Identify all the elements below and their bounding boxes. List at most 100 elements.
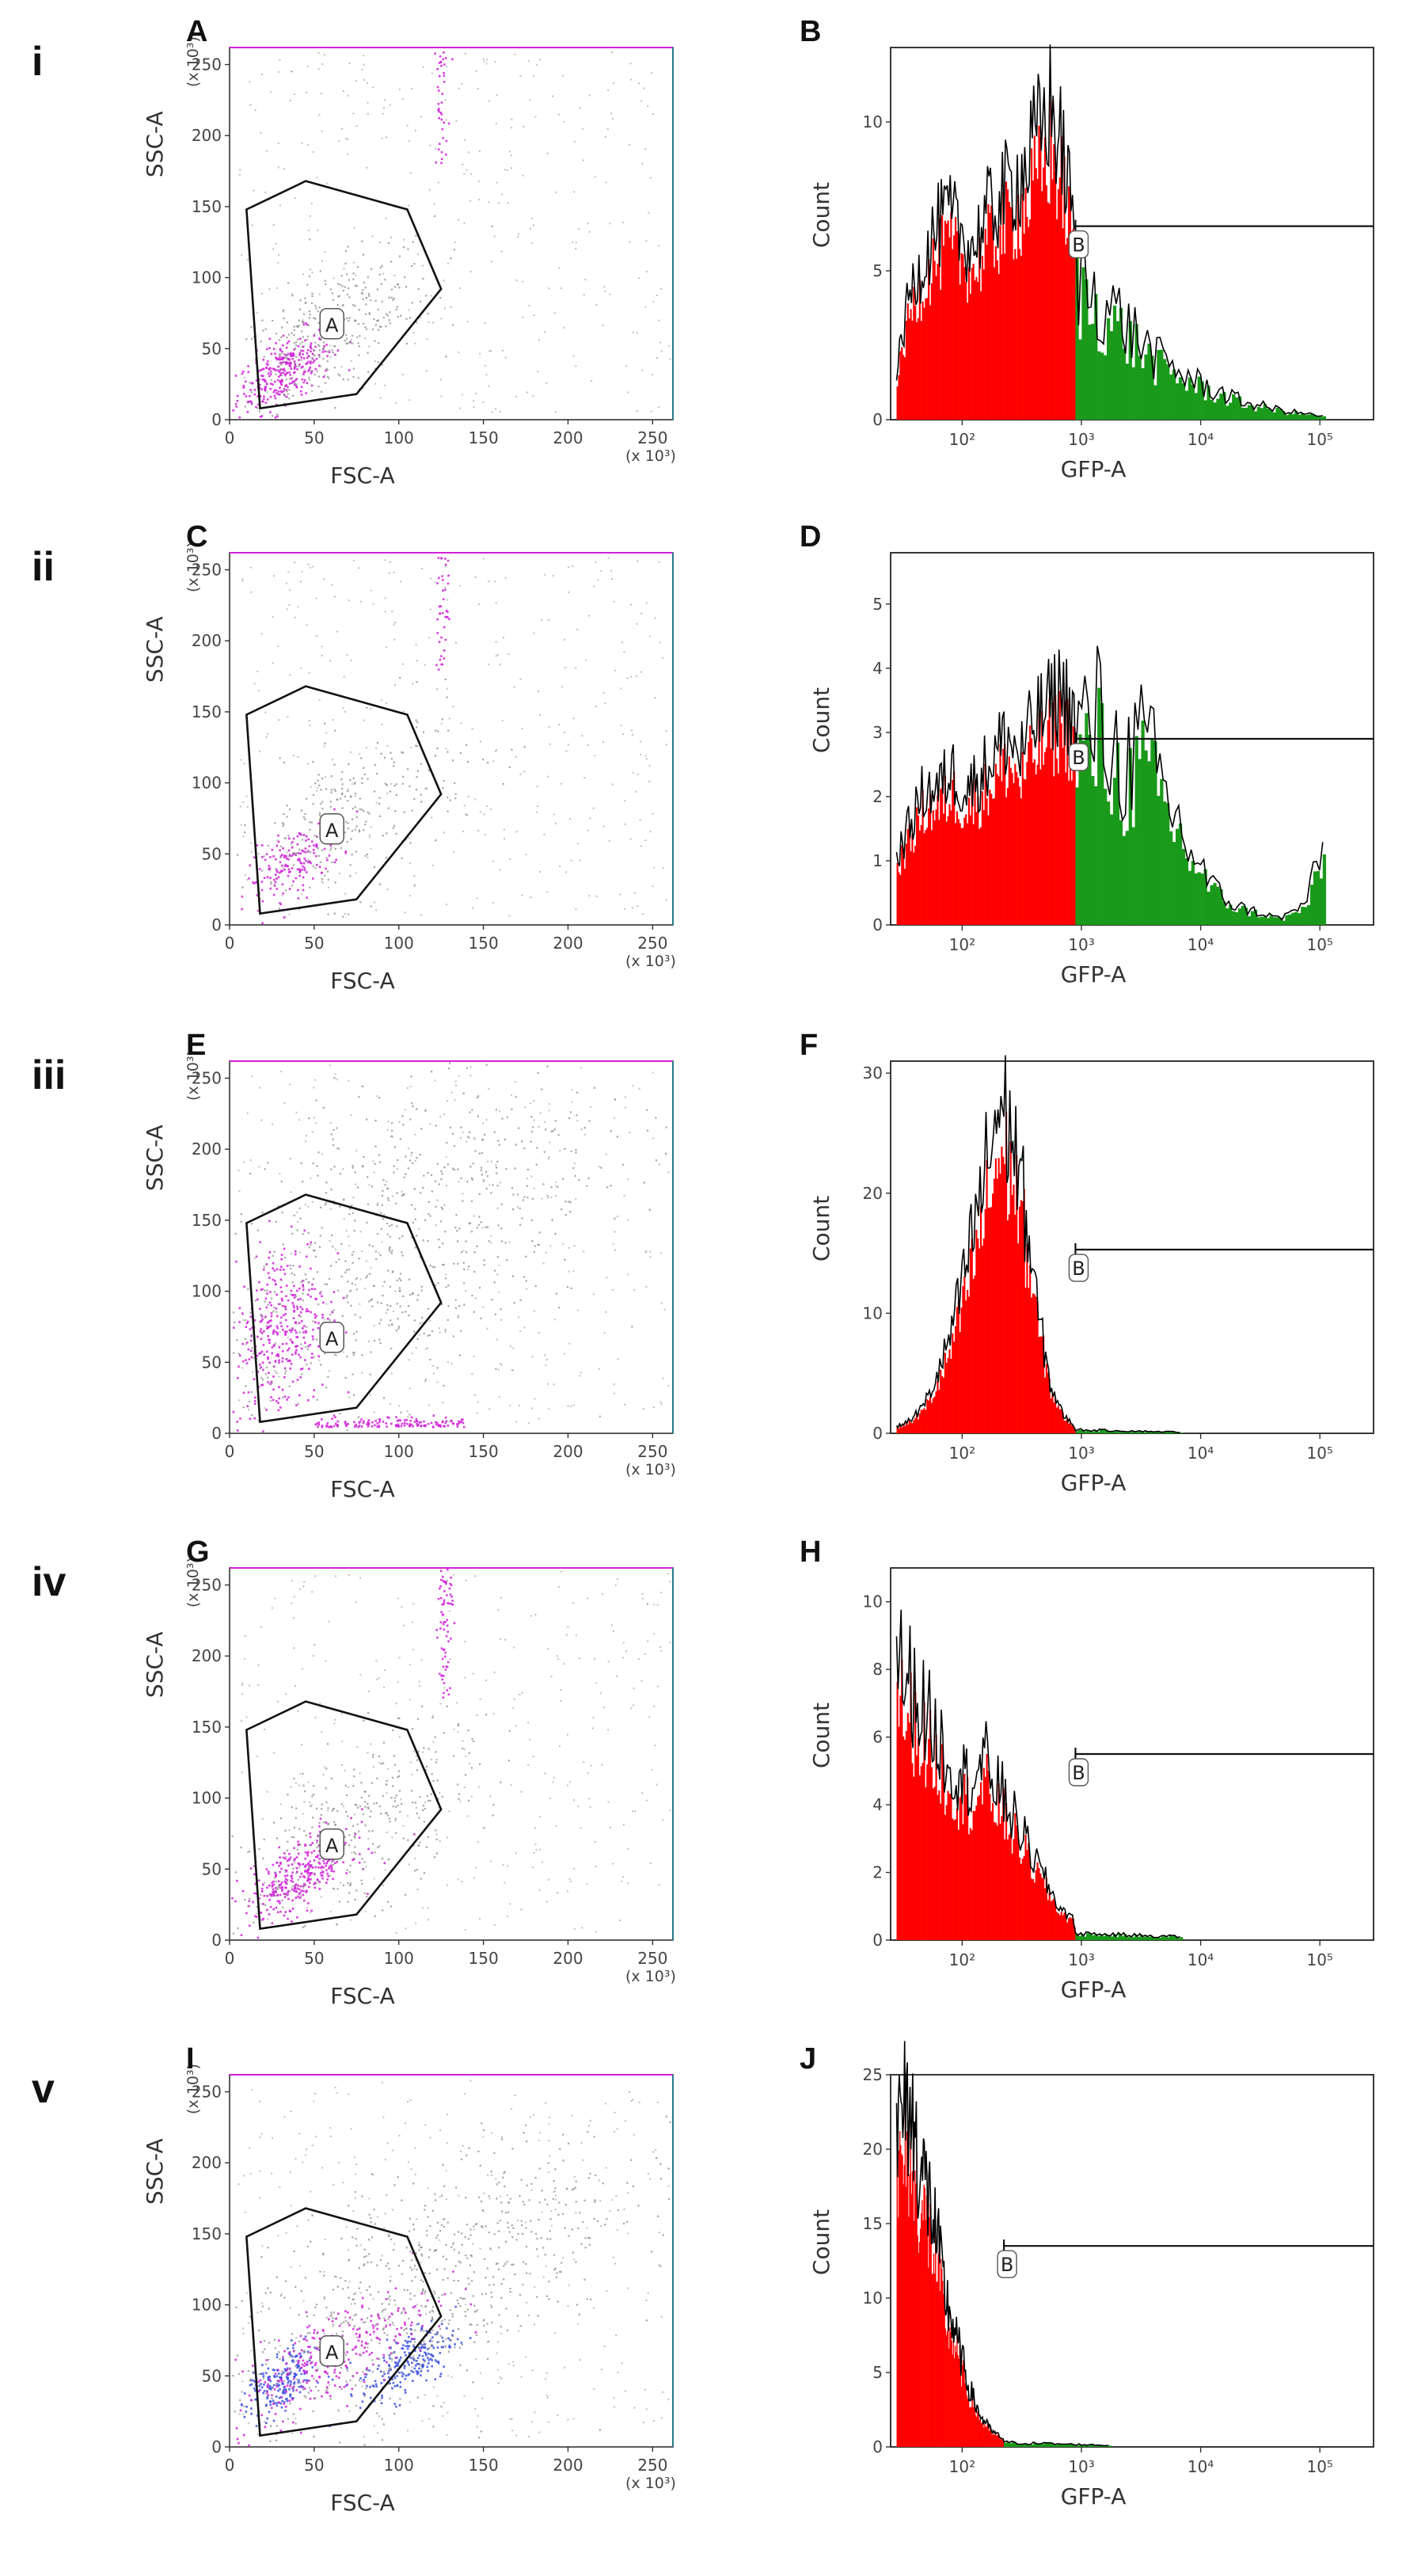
event-dot	[475, 1866, 477, 1869]
event-dot	[250, 1356, 253, 1359]
event-dot	[495, 641, 497, 643]
event-dot	[569, 1211, 572, 1213]
hist-bar-red	[906, 1425, 909, 1433]
hist-bar-red	[1005, 797, 1008, 925]
event-dot	[262, 329, 264, 332]
event-dot	[573, 1245, 576, 1247]
hist-bar-red	[998, 1158, 1000, 1433]
event-dot	[294, 1353, 297, 1355]
hist-bar-red	[1026, 1243, 1028, 1433]
y-tick-label: 30	[863, 1064, 883, 1083]
event-dot	[602, 324, 604, 326]
event-dot	[284, 1306, 287, 1308]
hist-bar-red	[902, 355, 905, 420]
y-tick-label: 250	[192, 1069, 222, 1088]
event-dot	[264, 1904, 267, 1906]
event-dot	[298, 1828, 301, 1830]
event-dot	[530, 896, 532, 899]
event-dot	[288, 363, 291, 366]
hist-bar-green	[1138, 759, 1142, 925]
event-dot	[240, 759, 242, 761]
event-dot	[423, 1872, 425, 1874]
x-tick-label: 50	[304, 1442, 324, 1461]
event-dot	[362, 1813, 365, 1816]
event-dot	[315, 863, 318, 866]
event-dot	[272, 319, 274, 322]
event-dot	[462, 1425, 466, 1429]
hist-bar-red	[945, 821, 948, 925]
hist-bar-green	[1088, 734, 1092, 925]
hist-bar-red	[1045, 1364, 1047, 1433]
event-dot	[346, 840, 348, 843]
event-dot	[443, 1204, 446, 1206]
event-dot	[301, 330, 303, 333]
event-dot	[488, 201, 490, 204]
event-dot	[329, 801, 332, 803]
event-dot	[467, 1136, 469, 1138]
event-dot	[644, 839, 647, 842]
event-dot	[410, 1204, 413, 1206]
event-dot	[393, 1800, 397, 1802]
event-dot	[378, 1322, 381, 1325]
event-dot	[370, 905, 372, 907]
hist-bar-green	[1313, 871, 1317, 925]
hist-bar-green	[1086, 1430, 1089, 1433]
event-dot	[371, 86, 374, 89]
event-dot	[498, 1291, 500, 1293]
event-dot	[534, 1614, 537, 1616]
event-dot	[331, 1809, 333, 1812]
event-dot	[580, 1827, 582, 1829]
event-dot	[272, 1267, 275, 1269]
event-dot	[496, 1338, 498, 1341]
event-dot	[234, 375, 238, 377]
event-dot	[397, 315, 399, 318]
event-dot	[358, 567, 360, 569]
event-dot	[439, 1331, 441, 1334]
event-dot	[281, 1888, 283, 1891]
event-dot	[267, 1335, 269, 1337]
event-dot	[277, 358, 279, 360]
event-dot	[497, 1224, 500, 1227]
event-dot	[234, 1232, 237, 1235]
event-dot	[285, 1894, 287, 1897]
event-dot	[437, 1597, 440, 1600]
event-dot	[307, 1875, 310, 1878]
event-dot	[483, 1178, 485, 1181]
event-dot	[286, 354, 288, 356]
event-dot	[352, 278, 355, 280]
event-dot	[636, 622, 638, 625]
event-dot	[641, 162, 644, 165]
x-tick-label: 10⁵	[1306, 935, 1332, 954]
event-dot	[443, 51, 445, 54]
event-dot	[236, 400, 239, 402]
event-dot	[447, 122, 450, 125]
event-dot	[272, 1332, 275, 1335]
event-dot	[441, 1303, 443, 1306]
event-dot	[495, 1164, 497, 1166]
event-dot	[538, 691, 540, 693]
event-dot	[305, 797, 308, 800]
event-dot	[442, 1623, 445, 1625]
event-dot	[306, 1878, 310, 1880]
event-dot	[328, 886, 330, 888]
event-dot	[268, 1338, 271, 1341]
event-dot	[351, 830, 354, 832]
event-dot	[284, 1334, 287, 1336]
event-dot	[252, 1353, 255, 1355]
hist-bar-red	[984, 763, 986, 925]
event-dot	[428, 637, 431, 639]
event-dot	[283, 854, 286, 857]
event-dot	[376, 1232, 379, 1235]
event-dot	[334, 1422, 337, 1425]
event-dot	[285, 1342, 288, 1345]
event-dot	[283, 1273, 287, 1276]
event-dot	[302, 273, 305, 276]
event-dot	[442, 1575, 444, 1578]
event-dot	[291, 1908, 294, 1910]
event-dot	[374, 763, 377, 767]
event-dot	[262, 1268, 265, 1271]
event-dot	[424, 787, 427, 790]
event-dot	[326, 369, 329, 371]
event-dot	[368, 836, 370, 839]
